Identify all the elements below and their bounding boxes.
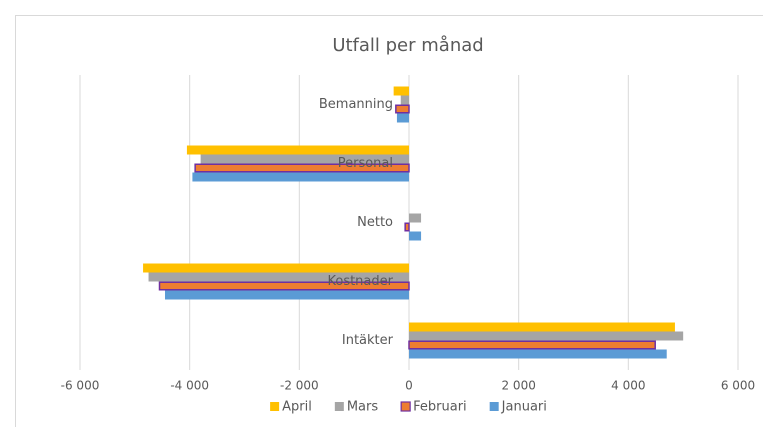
x-tick-label: 0 [405, 379, 413, 393]
bar [143, 263, 409, 273]
legend-label: April [282, 400, 312, 415]
bar [404, 222, 410, 232]
bar [186, 145, 409, 155]
bar [409, 322, 675, 332]
x-tick-label: 6 000 [721, 379, 755, 393]
bar [409, 331, 684, 341]
legend-swatch [270, 402, 280, 411]
x-tick-label: -4 000 [170, 379, 209, 393]
bar [408, 340, 656, 350]
category-label: Bemanning [319, 97, 393, 112]
bar [409, 349, 667, 359]
category-label: Kostnader [327, 274, 393, 289]
legend-swatch [334, 402, 344, 411]
legend-label: Februari [413, 400, 467, 415]
legend-swatch [400, 401, 411, 412]
bar [409, 213, 422, 223]
bar [194, 163, 410, 173]
chart-title: Utfall per månad [332, 35, 483, 56]
bar [395, 104, 410, 114]
bar [393, 86, 409, 96]
bar [396, 113, 409, 123]
bar [400, 95, 409, 105]
legend-swatch [489, 402, 499, 411]
x-tick-label: 2 000 [501, 379, 535, 393]
x-tick-label: 4 000 [611, 379, 645, 393]
bar [200, 154, 409, 164]
bar [158, 281, 410, 291]
category-label: Personal [338, 156, 393, 171]
legend-label: Mars [347, 400, 379, 415]
category-label: Netto [357, 215, 393, 230]
x-tick-label: -6 000 [61, 379, 100, 393]
bar [192, 172, 409, 182]
legend-label: Januari [501, 400, 547, 415]
bar [148, 272, 409, 282]
category-label: Intäkter [342, 333, 394, 348]
bar [164, 290, 409, 300]
bar [409, 231, 422, 241]
x-tick-label: -2 000 [280, 379, 319, 393]
